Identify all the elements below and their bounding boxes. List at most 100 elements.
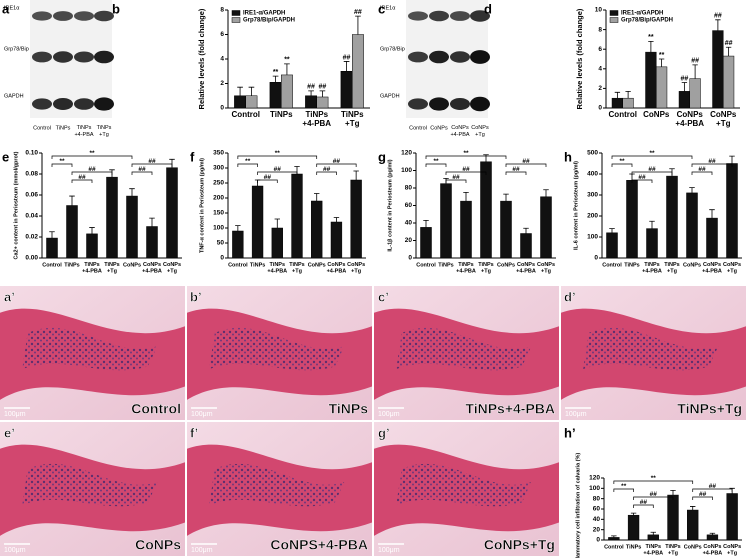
marrow [396,327,532,371]
significance-label: ** [59,158,65,165]
significance-label: ** [284,57,290,64]
x-tick-label: Control [232,110,260,119]
x-tick-label: CoNPs +4-PBA [702,262,722,275]
legend-label: Grp78/Bip/GAPDH [621,18,673,24]
blot-band [450,51,470,63]
bar [726,163,738,259]
blot-row-label: IRE1α [380,5,396,11]
significance-label: ## [691,58,699,65]
significance-label: ## [462,166,470,173]
legend-label: IRE1-α/GAPDH [243,11,285,17]
error-bar [729,155,735,164]
y-tick-label: 2 [220,80,224,87]
bar [687,509,699,541]
bar [232,230,244,259]
panel-label: g [378,149,386,164]
significance-label: ## [319,84,327,91]
micrograph-caption: Control [131,401,181,417]
significance-bracket [445,179,467,183]
error-bar [609,228,615,233]
legend-swatch [609,10,619,16]
bar [126,195,138,259]
significance-label: ** [621,483,627,490]
x-tick-label: Control [416,262,436,268]
y-tick-label: 120 [589,475,600,482]
y-tick-label: 300 [587,192,598,199]
blot-band [74,51,94,63]
significance-bracket [613,488,634,492]
error-bar [681,82,688,92]
blot-band [32,51,52,63]
bar [269,82,282,109]
x-tick-label: TiNPs [64,262,80,268]
significance-label: ## [650,491,658,498]
significance-bracket [237,155,318,159]
y-axis-label: Inflammatory cell infiltration of calvar… [575,453,581,558]
lane-label: TiNPs +Tg [97,125,112,138]
error-bar [650,531,656,535]
significance-label: ** [275,150,281,157]
blot-band [94,97,114,111]
y-tick-label: 50 [217,240,225,247]
bar [686,192,698,259]
error-bar [319,90,326,97]
blot-band [74,11,94,21]
significance-label: ## [138,166,146,173]
scale-label: 100μm [378,547,400,554]
legend-swatch [609,17,619,23]
significance-label: ## [333,158,341,165]
x-tick-label: CoNPs +Tg [537,262,555,275]
legend-label: Grp78/Bip/GAPDH [243,18,295,24]
bar [627,514,640,541]
micrograph: 100μm TiNPs+Tg [561,286,746,420]
blot-band [94,10,114,22]
significance-label: ## [354,9,362,16]
micrograph-caption: TiNPs [329,401,369,417]
y-tick-label: 40 [593,516,601,523]
blot-row-label: Grp78/Bip [4,46,29,52]
micrograph: 100μm CoNPs+Tg [374,422,559,556]
blot-band [470,10,490,22]
x-tick-label: TiNPs +Tg [289,262,305,275]
significance-bracket [611,155,693,159]
error-bar [463,191,469,202]
x-tick-label: CoNPs +Tg [163,262,181,275]
significance-bracket [131,163,173,167]
x-tick-label: TiNPs [438,262,454,268]
scale-label: 100μm [565,411,587,418]
panel-label: e’ [4,425,15,440]
significance-bracket [131,171,153,175]
y-tick-label: 150 [213,210,224,217]
blot-band [32,11,52,21]
blot-row-label: GAPDH [4,93,24,99]
error-bar [353,170,359,180]
blot-band [74,98,94,110]
bar [146,226,158,259]
x-tick-label: CoNPs [684,544,702,550]
micrograph-caption: CoNPs [135,537,181,553]
y-tick-label: 4 [598,66,602,73]
bar [66,205,78,259]
x-tick-label: Control [42,262,62,268]
y-tick-label: 60 [593,506,601,513]
y-tick-label: 6 [220,31,224,38]
significance-label: ## [512,166,520,173]
error-bar [248,86,255,96]
lane-label: CoNPs +4-PBA [450,125,469,138]
error-bar [725,46,732,57]
panel-label: f’ [190,425,198,440]
x-tick-label: CoNPs +4-PBA [142,262,162,275]
error-bar [543,189,549,197]
x-tick-label: CoNPs +Tg [723,262,741,275]
x-tick-label: CoNPs [123,262,141,268]
blot-band [53,98,73,110]
y-axis-label: IL-1β content in Periosteum (pg/ml) [387,159,393,251]
bar [271,227,283,259]
y-tick-label: 0 [596,537,600,544]
error-bar [355,15,361,35]
scale-label: 100μm [378,411,400,418]
bar [305,95,318,109]
bar [86,233,98,259]
y-tick-label: 350 [213,150,224,157]
bar [480,161,492,259]
